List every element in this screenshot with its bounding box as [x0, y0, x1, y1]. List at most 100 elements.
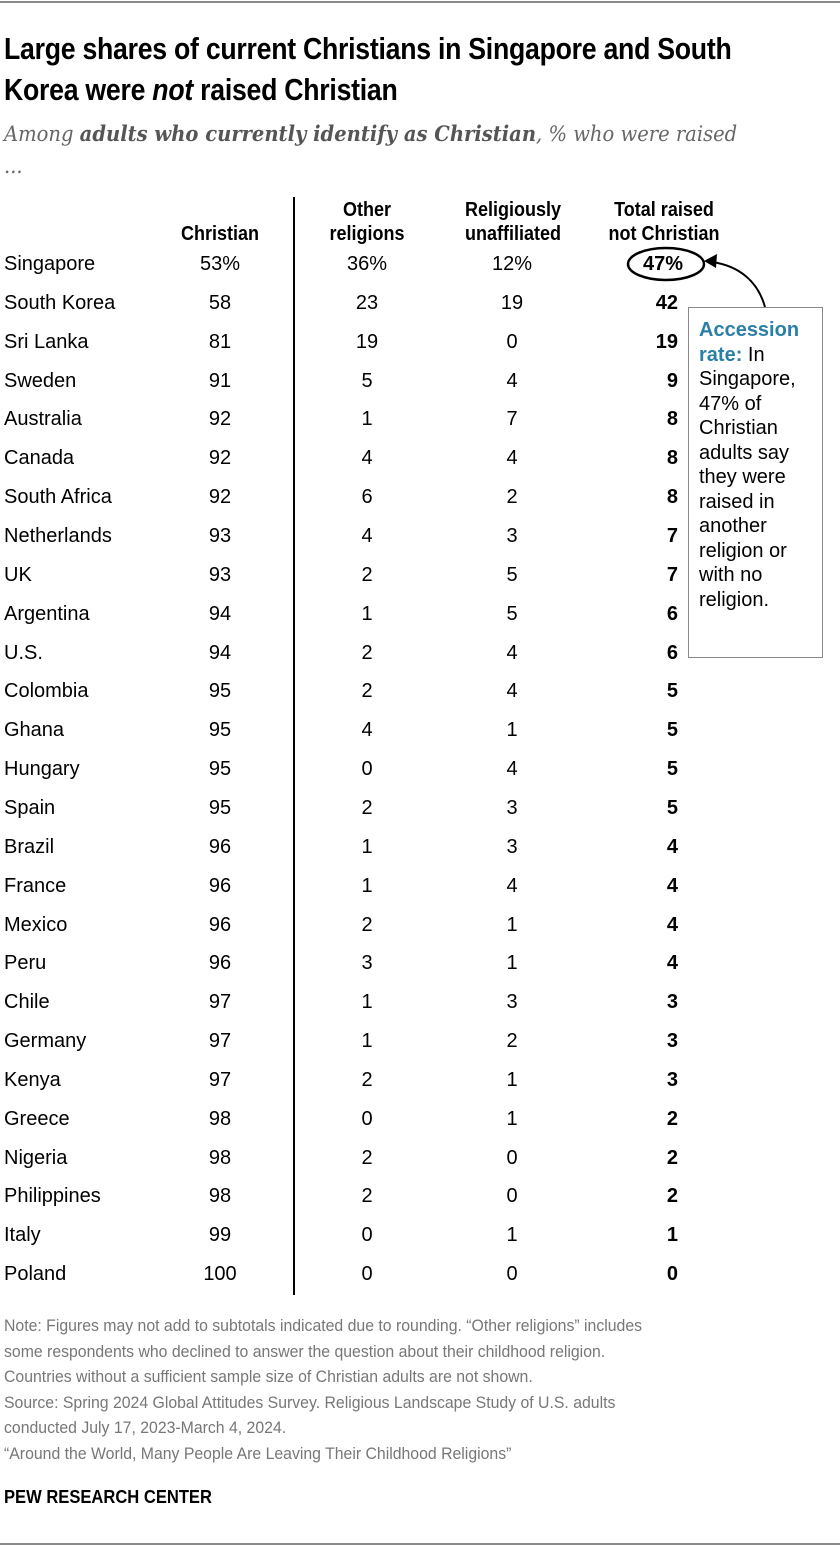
country-label: Italy — [4, 1224, 41, 1247]
other-religions-value: 2 — [361, 680, 373, 703]
other-religions-value: 0 — [361, 758, 373, 780]
header-other-religions: Other religions — [329, 199, 405, 245]
unaffiliated-value: 3 — [506, 991, 518, 1014]
total-not-christian-value: 8 — [666, 447, 678, 470]
total-not-christian-value: 47% — [642, 253, 683, 275]
other-religions-value: 2 — [361, 796, 373, 819]
country-label: Greece — [4, 1107, 70, 1130]
unaffiliated-value: 4 — [506, 874, 518, 897]
notes: Note: Figures may not add to subtotals i… — [4, 1313, 785, 1466]
unaffiliated-value: 4 — [506, 369, 518, 392]
report-title: “Around the World, Many People Are Leavi… — [4, 1443, 512, 1463]
annotation-layer — [626, 246, 766, 308]
other-religions-value: 19 — [355, 330, 379, 353]
country-label: Singapore — [4, 253, 96, 275]
christian-value: 96 — [208, 952, 232, 975]
country-label: Brazil — [4, 835, 55, 858]
brand-logo: PEW RESEARCH CENTER — [4, 1487, 212, 1507]
christian-value: 53% — [199, 253, 241, 275]
other-religions-value: 1 — [361, 602, 373, 625]
header-unaffiliated: Religiously unaffiliated — [464, 199, 562, 245]
header-total: Total raised not Christian — [608, 199, 720, 245]
unaffiliated-value: 0 — [506, 330, 518, 353]
other-religions-value: 4 — [361, 447, 373, 470]
unaffiliated-value: 2 — [506, 1030, 518, 1052]
total-not-christian-value: 9 — [666, 369, 678, 392]
country-label: Netherlands — [4, 525, 112, 547]
subtitle-pre: Among — [4, 122, 80, 146]
country-label: France — [4, 874, 67, 897]
note-line: Countries without a sufficient sample si… — [4, 1367, 533, 1386]
unaffiliated-value: 3 — [506, 796, 518, 819]
unaffiliated-value: 7 — [506, 408, 518, 431]
unaffiliated-value: 1 — [506, 913, 518, 936]
callout-text: In Singapore, 47% of Christian adults sa… — [699, 343, 796, 611]
country-label: Peru — [4, 952, 47, 975]
country-label: Philippines — [4, 1185, 101, 1208]
title-text: Large shares of current Christians in Si… — [4, 31, 732, 107]
unaffiliated-value: 0 — [506, 1263, 518, 1286]
total-not-christian-value: 4 — [666, 874, 678, 897]
unaffiliated-value: 3 — [506, 525, 518, 547]
subtitle-bold: adults who currently identify as Christi… — [79, 121, 537, 146]
unaffiliated-value: 19 — [500, 291, 524, 314]
christian-value: 100 — [203, 1263, 237, 1286]
country-label: Chile — [4, 991, 50, 1014]
other-religions-value: 23 — [355, 291, 379, 314]
total-not-christian-value: 5 — [666, 719, 678, 742]
country-label: Poland — [4, 1263, 67, 1286]
christian-value: 98 — [208, 1185, 232, 1208]
other-religions-value: 1 — [361, 1030, 373, 1052]
other-religions-value: 2 — [361, 913, 373, 936]
christian-value: 98 — [208, 1146, 232, 1169]
christian-value: 93 — [208, 563, 232, 586]
unaffiliated-value: 0 — [506, 1185, 518, 1208]
country-label: South Africa — [4, 486, 112, 509]
christian-value: 93 — [208, 525, 232, 547]
total-not-christian-value: 8 — [666, 408, 678, 431]
unaffiliated-value: 1 — [506, 1224, 518, 1247]
country-label: Colombia — [4, 680, 89, 703]
column-divider — [293, 197, 295, 1295]
other-religions-value: 2 — [361, 1068, 373, 1091]
total-not-christian-value: 0 — [666, 1263, 678, 1286]
christian-value: 95 — [208, 758, 232, 780]
country-label: UK — [4, 563, 32, 586]
note-line: Note: Figures may not add to subtotals i… — [4, 1316, 643, 1335]
top-rule — [0, 1, 840, 3]
other-religions-value: 1 — [361, 408, 373, 431]
total-not-christian-value: 6 — [666, 641, 678, 664]
christian-value: 91 — [208, 369, 232, 392]
christian-value: 81 — [208, 330, 232, 353]
unaffiliated-value: 1 — [506, 952, 518, 975]
other-religions-value: 2 — [361, 1146, 373, 1169]
total-not-christian-value: 2 — [666, 1146, 678, 1169]
christian-value: 99 — [208, 1224, 232, 1247]
total-not-christian-value: 5 — [666, 796, 678, 819]
total-not-christian-value: 2 — [666, 1107, 678, 1130]
other-religions-value: 6 — [361, 486, 373, 509]
other-religions-value: 1 — [361, 874, 373, 897]
unaffiliated-value: 12% — [491, 253, 533, 275]
other-religions-value: 1 — [361, 835, 373, 858]
unaffiliated-value: 5 — [506, 602, 518, 625]
title-emphasis: not — [152, 72, 193, 107]
other-religions-value: 2 — [361, 641, 373, 664]
total-not-christian-value: 2 — [666, 1185, 678, 1208]
country-label: Sri Lanka — [4, 330, 89, 353]
country-label: Mexico — [4, 913, 68, 936]
source-line: Source: Spring 2024 Global Attitudes Sur… — [4, 1392, 616, 1412]
christian-value: 95 — [208, 719, 232, 742]
total-not-christian-value: 3 — [666, 991, 678, 1014]
country-label: Germany — [4, 1030, 87, 1052]
total-not-christian-value: 3 — [666, 1030, 678, 1052]
total-not-christian-value: 4 — [666, 952, 678, 975]
unaffiliated-value: 1 — [506, 719, 518, 742]
christian-value: 92 — [208, 486, 232, 509]
source-line: conducted July 17, 2023-March 4, 2024. — [4, 1418, 287, 1437]
christian-value: 97 — [208, 991, 232, 1014]
country-label: Argentina — [4, 602, 90, 625]
total-not-christian-value: 8 — [666, 486, 678, 509]
other-religions-value: 5 — [361, 369, 373, 392]
country-label: Canada — [4, 447, 75, 470]
